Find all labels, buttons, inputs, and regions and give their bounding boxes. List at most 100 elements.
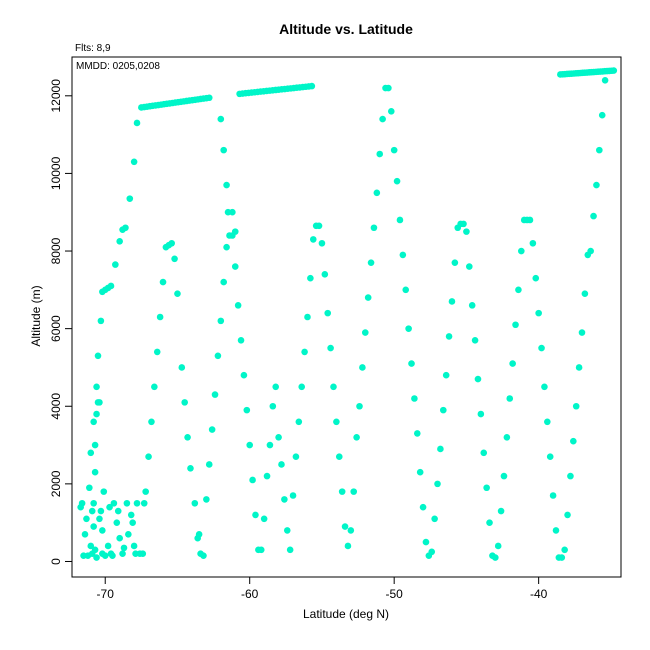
data-point [572,402,580,410]
data-point [512,321,519,329]
data-point [385,84,392,92]
data-point [431,515,438,523]
data-point [109,552,116,559]
data-point [445,333,453,340]
data-point [88,507,96,515]
data-point [335,453,343,461]
data-point [87,542,95,550]
data-point [387,108,395,115]
data-point [93,554,100,561]
data-point [601,76,609,84]
data-point [324,309,332,317]
data-point [434,480,441,488]
data-point [341,523,349,530]
x-axis: -70 -60 -50 -40 [97,576,548,601]
y-tick-label: 2000 [49,470,63,497]
data-point [541,383,548,391]
x-tick-label: -60 [241,587,259,601]
data-point [544,418,551,426]
data-point [217,115,225,123]
data-point [483,484,490,492]
data-point [269,402,277,410]
data-point [327,344,334,352]
data-point [101,552,109,559]
data-point [309,236,317,243]
data-point [333,418,340,426]
data-point [497,507,505,515]
data-points [77,67,618,561]
data-point [596,146,603,154]
data-point [94,352,102,360]
data-point [122,224,129,232]
data-point [318,239,326,247]
data-point [393,177,401,185]
data-point [292,453,300,461]
data-point [590,212,597,220]
data-point [130,542,138,550]
x-tick-label: -70 [97,587,115,601]
data-point [428,548,436,556]
data-point [411,395,418,402]
data-point [220,146,227,154]
data-point [422,538,430,546]
data-point [359,364,366,371]
data-point [168,239,175,247]
data-point [451,259,459,266]
data-point [298,383,306,391]
data-point [477,410,485,418]
data-point [142,488,149,495]
y-tick-label: 6000 [49,315,63,342]
data-point [139,550,147,558]
data-point [370,224,378,232]
data-point [119,550,126,558]
data-point [486,519,493,526]
data-point [234,302,242,309]
data-point [171,255,178,263]
data-point [104,542,112,550]
data-point [125,531,132,538]
data-point [187,465,194,472]
data-point [442,371,450,379]
data-point [567,472,574,480]
data-point [468,302,476,309]
data-point [413,430,421,437]
x-tick-label: -40 [530,587,548,601]
data-point [195,531,203,538]
x-tick-label: -50 [386,587,404,601]
data-point [91,441,99,449]
data-point [184,433,191,441]
data-point [257,546,265,554]
data-point [460,220,467,228]
data-point [252,511,259,519]
data-point [515,286,522,294]
data-point [474,375,482,383]
data-point [260,515,268,523]
data-point [263,472,271,480]
data-point [148,418,155,426]
data-point [281,496,288,503]
data-point [126,195,134,202]
data-point [90,523,97,530]
data-point [90,418,97,426]
data-point [321,271,329,278]
data-point [191,499,199,507]
data-point [97,317,105,325]
data-point [526,216,534,224]
data-point [159,278,167,286]
data-point [91,468,99,476]
data-point [112,261,119,268]
data-point [535,309,542,317]
data-point [78,499,86,507]
data-point [120,544,128,552]
data-point [91,546,99,554]
data-point [286,546,294,554]
data-point [100,488,108,495]
data-point [266,441,274,449]
data-point [558,554,566,561]
data-point [249,476,256,484]
data-point [367,259,375,266]
data-point [350,488,358,495]
data-point [570,437,577,445]
data-point [480,449,488,457]
